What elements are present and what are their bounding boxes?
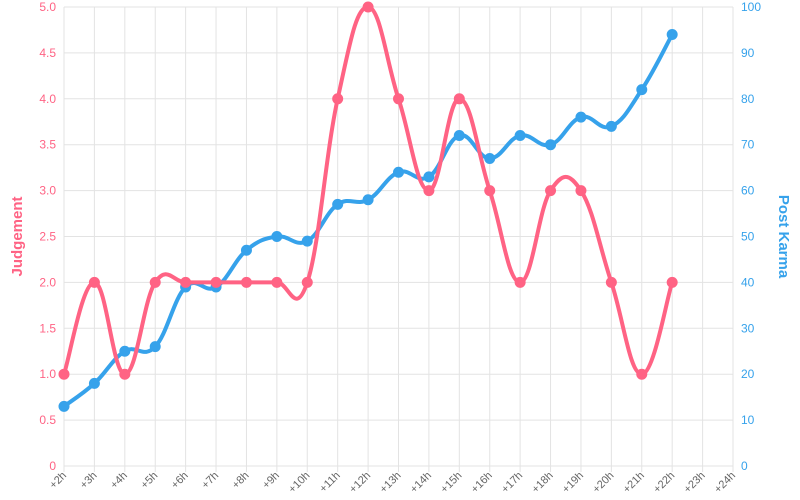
x-tick-label: +10h <box>286 470 312 496</box>
x-tick-label: +24h <box>712 470 738 496</box>
x-tick-label: +21h <box>621 470 647 496</box>
x-tick-label: +17h <box>499 470 525 496</box>
x-tick-label: +8h <box>230 470 252 492</box>
judgement-point[interactable] <box>636 368 648 380</box>
post-karma-point[interactable] <box>301 235 313 247</box>
left-axis-title: Judgement <box>9 196 26 276</box>
right-tick-label: 30 <box>741 321 755 335</box>
right-tick-label: 20 <box>741 367 755 381</box>
x-tick-label: +20h <box>590 470 616 496</box>
x-tick-label: +4h <box>108 470 130 492</box>
post-karma-point[interactable] <box>545 139 557 151</box>
judgement-point[interactable] <box>332 93 344 105</box>
x-tick-label: +3h <box>78 470 100 492</box>
x-tick-label: +23h <box>682 470 708 496</box>
post-karma-point[interactable] <box>58 400 70 412</box>
post-karma-point[interactable] <box>636 84 648 96</box>
post-karma-point[interactable] <box>362 194 374 206</box>
judgement-point[interactable] <box>514 276 526 288</box>
left-tick-label: 0.5 <box>39 413 56 427</box>
judgement-point[interactable] <box>605 276 617 288</box>
post-karma-point[interactable] <box>605 120 617 132</box>
x-tick-label: +6h <box>169 470 191 492</box>
left-tick-label: 1.0 <box>39 367 56 381</box>
judgement-line <box>62 5 675 377</box>
x-tick-label: +12h <box>347 470 373 496</box>
judgement-point[interactable] <box>149 276 161 288</box>
x-tick-label: +11h <box>317 470 342 495</box>
series-post-karma <box>58 29 678 412</box>
right-tick-label: 60 <box>741 184 755 198</box>
x-tick-label: +13h <box>378 470 404 496</box>
x-tick-label: +9h <box>260 470 282 492</box>
judgement-point[interactable] <box>119 368 131 380</box>
right-tick-label: 100 <box>741 0 761 14</box>
right-axis-ticks: 0 10 20 30 40 50 60 70 80 90 100 <box>741 0 761 473</box>
left-tick-label: 3.5 <box>39 138 56 152</box>
right-tick-label: 10 <box>741 413 755 427</box>
post-karma-point[interactable] <box>484 152 496 164</box>
x-tick-label: +5h <box>139 470 161 492</box>
post-karma-point[interactable] <box>575 111 587 123</box>
judgement-point[interactable] <box>210 276 222 288</box>
x-tick-label: +15h <box>438 470 464 496</box>
x-tick-label: +19h <box>560 470 586 496</box>
right-tick-label: 70 <box>741 138 755 152</box>
right-tick-label: 90 <box>741 46 755 60</box>
post-karma-point[interactable] <box>240 244 252 256</box>
left-tick-label: 2.5 <box>39 230 56 244</box>
judgement-point[interactable] <box>271 276 283 288</box>
right-tick-label: 0 <box>741 459 748 473</box>
judgement-point[interactable] <box>666 276 678 288</box>
post-karma-point[interactable] <box>332 198 344 210</box>
x-tick-label: +16h <box>469 470 495 496</box>
judgement-point[interactable] <box>423 185 435 197</box>
left-tick-label: 5.0 <box>39 0 56 14</box>
judgement-point[interactable] <box>575 185 587 197</box>
x-tick-label: +14h <box>408 470 434 496</box>
series-judgement <box>58 1 678 380</box>
left-tick-label: 2.0 <box>39 275 56 289</box>
judgement-point[interactable] <box>362 1 374 13</box>
left-tick-label: 3.0 <box>39 184 56 198</box>
post-karma-point[interactable] <box>119 345 131 357</box>
post-karma-point[interactable] <box>423 171 435 183</box>
x-axis-ticks: +2h +3h +4h +5h +6h +7h +8h +9h +10h +11h +12h +13h… <box>47 470 738 496</box>
left-tick-label: 0 <box>49 459 56 473</box>
x-tick-label: +22h <box>651 470 677 496</box>
right-tick-label: 40 <box>741 275 755 289</box>
right-tick-label: 80 <box>741 92 755 106</box>
judgement-point[interactable] <box>180 276 192 288</box>
left-tick-label: 4.5 <box>39 46 56 60</box>
post-karma-point[interactable] <box>453 130 465 142</box>
judgement-point[interactable] <box>545 185 557 197</box>
x-tick-label: +7h <box>199 470 221 492</box>
judgement-point[interactable] <box>301 276 313 288</box>
judgement-point[interactable] <box>484 185 496 197</box>
post-karma-point[interactable] <box>149 341 161 353</box>
judgement-point[interactable] <box>58 368 70 380</box>
judgement-point[interactable] <box>240 276 252 288</box>
post-karma-point[interactable] <box>88 377 100 389</box>
judgement-point[interactable] <box>453 93 465 105</box>
post-karma-point[interactable] <box>393 166 404 178</box>
post-karma-point[interactable] <box>666 29 678 41</box>
gridlines <box>63 6 734 472</box>
right-tick-label: 50 <box>741 230 755 244</box>
right-axis-title: Post Karma <box>775 195 792 279</box>
post-karma-point[interactable] <box>514 130 526 142</box>
left-tick-label: 4.0 <box>39 92 56 106</box>
judgement-point[interactable] <box>393 93 404 105</box>
series <box>58 1 678 412</box>
left-tick-label: 1.5 <box>39 321 56 335</box>
judgement-point[interactable] <box>88 276 100 288</box>
post-karma-point[interactable] <box>271 231 283 242</box>
x-tick-label: +18h <box>530 470 556 496</box>
left-axis-ticks: 0 0.5 1.0 1.5 2.0 2.5 3.0 3.5 4.0 4.5 5.0 <box>39 0 56 473</box>
